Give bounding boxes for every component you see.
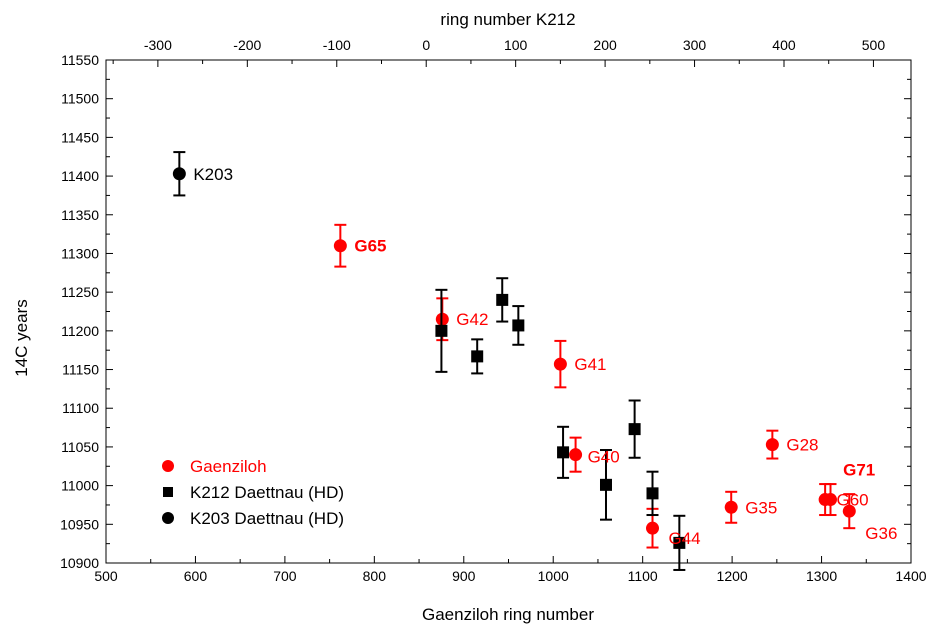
y-tick-label: 11100 — [62, 400, 99, 416]
x-tick-label: 800 — [363, 568, 387, 584]
x-tick-label: 1300 — [806, 568, 837, 584]
data-point-square — [646, 487, 659, 500]
data-point-square — [557, 446, 570, 459]
x2-tick-label: -300 — [144, 37, 172, 53]
y-tick-label: 11500 — [61, 91, 99, 107]
x-tick-label: 1400 — [895, 568, 926, 584]
x2-tick-label: 500 — [862, 37, 886, 53]
data-point-circle — [724, 500, 738, 514]
legend-marker-circle — [162, 512, 174, 524]
point-label: G41 — [574, 355, 606, 374]
y-tick-label: 11050 — [61, 439, 99, 455]
point-label: G36 — [865, 524, 897, 543]
point-label: G42 — [456, 310, 488, 329]
y-tick-label: 11400 — [61, 168, 99, 184]
y-tick-label: 10950 — [60, 516, 99, 532]
legend: Gaenziloh K212 Daettnau (HD) K203 Daettnau… — [162, 457, 344, 528]
data-point-square — [673, 536, 686, 549]
y-tick-label: 11200 — [61, 323, 99, 339]
x-tick-label: 900 — [452, 568, 476, 584]
y-tick-label: 11450 — [61, 129, 99, 145]
data-point-circle — [646, 521, 660, 535]
y-tick-label: 11350 — [61, 207, 99, 223]
x2-tick-label: 400 — [772, 37, 796, 53]
data-point-square — [628, 423, 641, 436]
axis-ticks: 500 600 700 800 900 1000 1100 1200 1300 140010900… — [60, 37, 927, 584]
data-point-circle — [172, 167, 186, 181]
y-axis-title: 14C years — [12, 299, 31, 376]
data-point-circle — [553, 357, 567, 371]
x2-tick-label: -200 — [233, 37, 261, 53]
x-tick-label: 1200 — [717, 568, 748, 584]
data-point-square — [435, 324, 448, 337]
legend-label: Gaenziloh — [190, 457, 267, 476]
x2-tick-label: 200 — [593, 37, 617, 53]
data-point-circle — [333, 239, 347, 253]
legend-marker-circle — [162, 460, 174, 472]
x-tick-label: 1000 — [538, 568, 569, 584]
x2-tick-label: 300 — [683, 37, 707, 53]
data-point-square — [471, 350, 484, 363]
y-tick-label: 11150 — [62, 362, 99, 378]
point-label: G40 — [588, 448, 620, 467]
x-tick-label: 600 — [184, 568, 208, 584]
x2-axis-title: ring number K212 — [440, 10, 575, 29]
point-labels: G65 G42 G41 G40 G44 G35 G28 G71 G60 G36 K203 — [193, 165, 897, 548]
x-tick-label: 1100 — [628, 568, 658, 584]
point-label: G35 — [745, 498, 777, 517]
data-point-circle — [765, 438, 779, 452]
y-tick-label: 11550 — [61, 52, 99, 68]
point-label: G71 — [843, 461, 875, 480]
x2-tick-label: -100 — [323, 37, 351, 53]
data-point-square — [496, 293, 509, 306]
point-label: K203 — [193, 165, 233, 184]
y-tick-label: 11000 — [61, 478, 99, 494]
data-point-square — [512, 319, 525, 332]
x-tick-label: 500 — [94, 568, 118, 584]
legend-marker-square — [163, 487, 173, 497]
x-axis-title: Gaenziloh ring number — [422, 605, 594, 624]
data-marks — [172, 151, 856, 571]
y-tick-label: 11250 — [61, 284, 99, 300]
x-tick-label: 700 — [273, 568, 297, 584]
legend-label: K203 Daettnau (HD) — [190, 509, 344, 528]
point-label: G28 — [786, 436, 818, 455]
point-label: G44 — [669, 529, 701, 548]
y-tick-label: 10900 — [60, 555, 99, 571]
data-point-circle — [824, 493, 837, 507]
x2-tick-label: 100 — [504, 37, 528, 53]
y-tick-label: 11300 — [61, 245, 99, 261]
data-point-square — [599, 478, 612, 491]
point-label: G60 — [837, 491, 869, 510]
legend-label: K212 Daettnau (HD) — [190, 483, 344, 502]
point-label: G65 — [354, 237, 386, 256]
x2-tick-label: 0 — [422, 37, 430, 53]
data-point-circle — [842, 504, 856, 518]
data-point-circle — [569, 448, 583, 462]
